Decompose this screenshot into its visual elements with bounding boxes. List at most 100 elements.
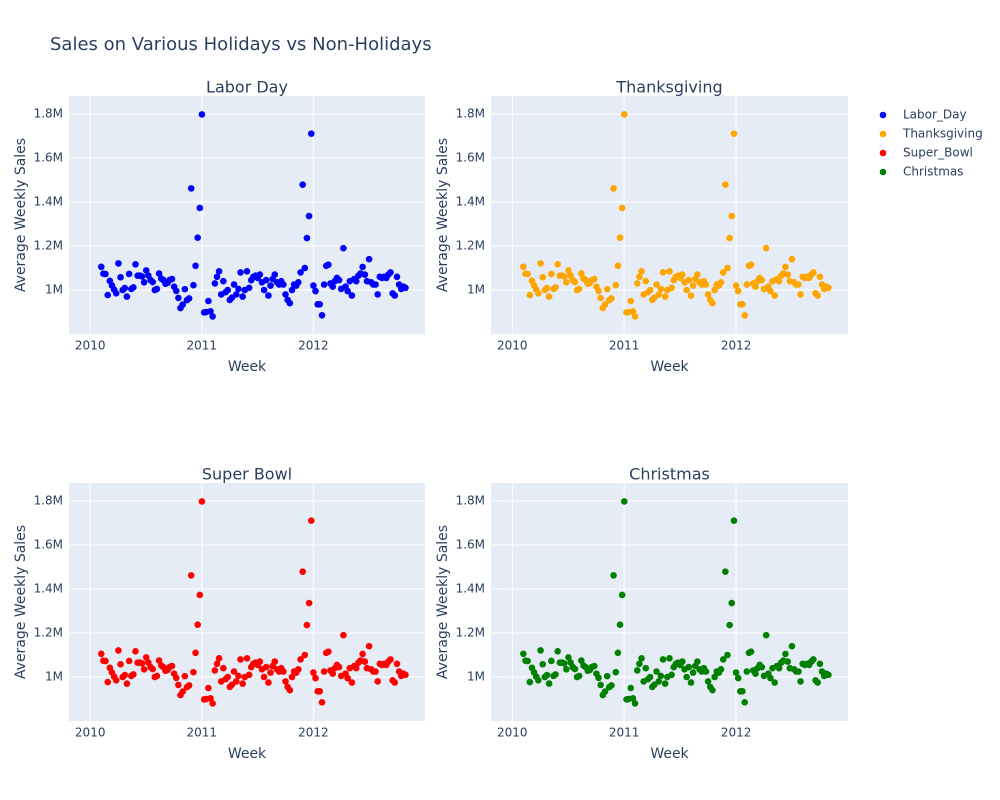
point xyxy=(543,671,551,679)
point xyxy=(316,688,324,695)
point xyxy=(554,647,561,655)
point xyxy=(638,655,645,662)
point xyxy=(597,294,604,302)
point xyxy=(205,684,212,692)
point xyxy=(121,284,129,292)
subplot-title: Thanksgiving xyxy=(615,78,722,97)
y-tick-label: 1.8M xyxy=(456,107,485,121)
point xyxy=(335,276,343,284)
point xyxy=(614,649,622,657)
x-tick-label: 2012 xyxy=(721,726,752,740)
point xyxy=(243,655,251,662)
point xyxy=(344,674,351,682)
legend-label: Thanksgiving xyxy=(902,127,983,141)
point xyxy=(739,688,746,695)
point xyxy=(168,662,176,670)
point xyxy=(365,255,373,263)
point xyxy=(782,650,789,658)
point xyxy=(552,671,559,678)
point xyxy=(374,291,381,298)
y-tick-label: 1.4M xyxy=(34,582,63,596)
point xyxy=(112,290,120,297)
y-tick-label: 1.4M xyxy=(456,582,485,596)
point xyxy=(391,679,399,686)
y-tick-label: 1.2M xyxy=(456,239,485,253)
point xyxy=(149,278,156,286)
point xyxy=(771,292,778,299)
point xyxy=(646,673,654,681)
point xyxy=(752,283,759,291)
point xyxy=(683,286,690,294)
point xyxy=(545,293,553,300)
point xyxy=(329,283,337,291)
subplot-title: Christmas xyxy=(629,465,710,484)
point xyxy=(297,269,304,276)
point xyxy=(535,290,542,297)
point xyxy=(297,656,304,663)
point xyxy=(762,244,770,252)
point xyxy=(365,642,373,650)
point xyxy=(702,281,710,288)
point xyxy=(597,681,604,689)
point xyxy=(205,297,212,305)
point xyxy=(724,264,731,272)
point xyxy=(636,660,643,668)
point xyxy=(520,263,527,271)
x-tick-label: 2012 xyxy=(721,339,752,353)
point xyxy=(683,673,690,681)
point xyxy=(325,261,332,269)
point xyxy=(784,658,791,665)
point xyxy=(578,270,585,277)
y-tick-label: 1.8M xyxy=(34,107,63,121)
point xyxy=(612,668,620,676)
point xyxy=(666,268,673,275)
point xyxy=(329,670,337,678)
plot-area xyxy=(69,96,425,334)
point xyxy=(603,672,611,680)
point xyxy=(614,262,622,270)
point xyxy=(198,111,206,118)
point xyxy=(190,668,197,676)
point xyxy=(535,677,542,684)
point xyxy=(265,292,272,299)
point xyxy=(539,273,547,281)
point xyxy=(595,287,602,295)
point xyxy=(608,295,615,302)
point xyxy=(539,660,547,668)
point xyxy=(138,273,146,280)
point xyxy=(140,666,148,673)
point xyxy=(190,281,197,289)
point xyxy=(97,263,105,271)
x-tick-label: 2011 xyxy=(609,726,640,740)
point xyxy=(825,671,832,679)
point xyxy=(359,263,366,271)
point xyxy=(132,647,139,655)
point xyxy=(694,271,701,278)
x-tick-label: 2010 xyxy=(75,339,106,353)
point xyxy=(155,657,163,664)
point xyxy=(196,204,204,212)
point xyxy=(784,271,791,278)
point xyxy=(732,669,740,676)
x-tick-label: 2012 xyxy=(298,339,329,353)
point xyxy=(348,292,356,299)
point xyxy=(797,291,804,298)
y-tick-label: 1.4M xyxy=(456,195,485,209)
point xyxy=(348,679,356,686)
plot-area xyxy=(491,483,848,721)
y-tick-label: 1M xyxy=(467,670,485,684)
point xyxy=(661,293,669,300)
point xyxy=(563,666,570,673)
point xyxy=(601,301,609,308)
point xyxy=(552,284,559,291)
point xyxy=(734,674,742,682)
point xyxy=(575,285,583,293)
point xyxy=(303,234,311,242)
y-tick-label: 1M xyxy=(467,283,485,297)
point xyxy=(260,673,268,681)
point xyxy=(402,284,409,292)
point xyxy=(215,268,223,275)
point xyxy=(130,671,137,678)
point xyxy=(687,292,695,299)
